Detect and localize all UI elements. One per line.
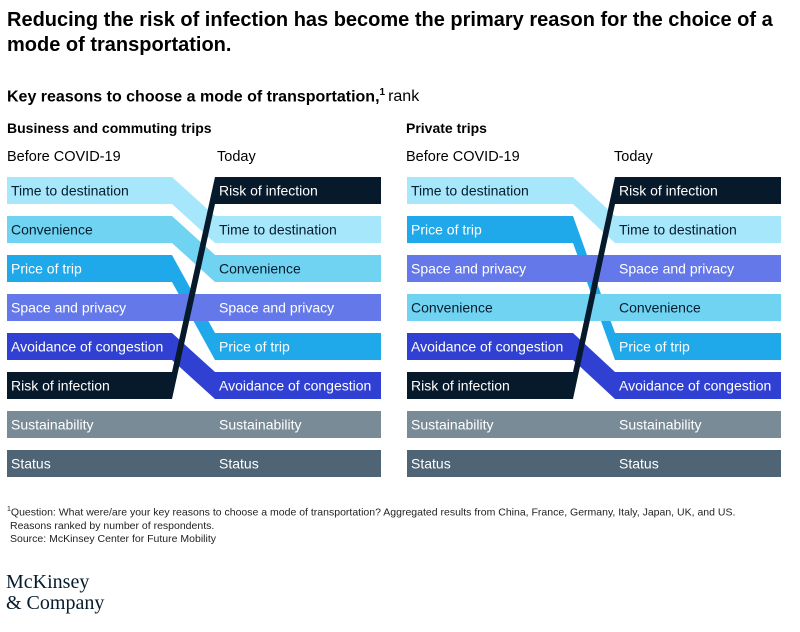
connector-convenience <box>573 294 615 321</box>
before-label-risk-of-infection: Risk of infection <box>11 378 110 394</box>
today-bar-status <box>215 450 381 477</box>
before-bar-status <box>407 450 573 477</box>
before-label-time-to-destination: Time to destination <box>411 183 529 199</box>
footnote: 1Question: What were/are your key reason… <box>7 503 735 546</box>
connector-sustainability <box>172 411 215 438</box>
today-bar-risk-of-infection <box>215 177 381 204</box>
today-label-sustainability: Sustainability <box>619 417 702 433</box>
before-label-risk-of-infection: Risk of infection <box>411 378 510 394</box>
chart-subtitle: Key reasons to choose a mode of transpor… <box>7 87 419 106</box>
before-bar-avoidance-of-congestion <box>407 333 573 360</box>
today-bar-status <box>615 450 781 477</box>
before-label-sustainability: Sustainability <box>11 417 94 433</box>
today-bar-avoidance-of-congestion <box>615 372 781 399</box>
today-bar-sustainability <box>615 411 781 438</box>
before-label-space-and-privacy: Space and privacy <box>11 300 126 316</box>
connector-convenience <box>172 216 215 282</box>
before-label-price-of-trip: Price of trip <box>11 261 82 277</box>
before-bar-risk-of-infection <box>407 372 573 399</box>
panel-private: Time to destination Price of trip Space an… <box>407 177 781 477</box>
before-bar-sustainability <box>407 411 573 438</box>
slope-chart: Time to destination Convenience Price of t… <box>7 177 781 477</box>
today-label-convenience: Convenience <box>619 300 701 316</box>
before-bar-sustainability <box>7 411 172 438</box>
connector-status <box>573 450 615 477</box>
footnote-question: Question: What were/are your key reasons… <box>10 506 736 519</box>
col-label-private-today: Today <box>614 149 653 165</box>
connector-status <box>172 450 215 477</box>
today-bar-price-of-trip <box>615 333 781 360</box>
today-label-price-of-trip: Price of trip <box>619 339 690 355</box>
before-bar-time-to-destination <box>407 177 573 204</box>
subtitle-unit: rank <box>388 88 420 106</box>
before-label-avoidance-of-congestion: Avoidance of congestion <box>11 339 163 355</box>
today-label-avoidance-of-congestion: Avoidance of congestion <box>219 378 371 394</box>
before-label-time-to-destination: Time to destination <box>11 183 129 199</box>
today-label-risk-of-infection: Risk of infection <box>619 183 718 199</box>
before-label-convenience: Convenience <box>411 300 493 316</box>
mckinsey-logo: McKinsey & Company <box>6 572 104 614</box>
subtitle-note-mark: 1 <box>379 87 386 98</box>
before-label-price-of-trip: Price of trip <box>411 222 482 238</box>
today-label-status: Status <box>619 456 659 472</box>
before-label-status: Status <box>11 456 51 472</box>
today-bar-sustainability <box>215 411 381 438</box>
today-bar-risk-of-infection <box>615 177 781 204</box>
today-label-status: Status <box>219 456 259 472</box>
col-label-business-before: Before COVID-19 <box>7 149 121 165</box>
col-label-business-today: Today <box>217 149 256 165</box>
today-bar-convenience <box>215 255 381 282</box>
before-bar-price-of-trip <box>407 216 573 243</box>
today-label-sustainability: Sustainability <box>219 417 302 433</box>
today-bar-avoidance-of-congestion <box>215 372 381 399</box>
before-bar-time-to-destination <box>7 177 172 204</box>
chart-title: Reducing the risk of infection has becom… <box>7 9 773 56</box>
today-label-time-to-destination: Time to destination <box>619 222 737 238</box>
today-bar-convenience <box>615 294 781 321</box>
panel-business: Time to destination Convenience Price of t… <box>7 177 381 477</box>
today-label-risk-of-infection: Risk of infection <box>219 183 318 199</box>
today-label-price-of-trip: Price of trip <box>219 339 290 355</box>
connector-risk-of-infection <box>172 177 215 399</box>
col-label-private-before: Before COVID-19 <box>406 149 520 165</box>
today-label-space-and-privacy: Space and privacy <box>219 300 334 316</box>
connector-space-and-privacy <box>573 255 615 282</box>
before-bar-convenience <box>407 294 573 321</box>
before-bar-risk-of-infection <box>7 372 172 399</box>
subtitle-main: Key reasons to choose a mode of transpor… <box>7 88 380 106</box>
footnote-ranking: Reasons ranked by number of respondents. <box>10 519 215 532</box>
before-bar-space-and-privacy <box>407 255 573 282</box>
connector-sustainability <box>573 411 615 438</box>
panel-title-private: Private trips <box>406 120 487 136</box>
today-bar-space-and-privacy <box>215 294 381 321</box>
connector-space-and-privacy <box>172 294 215 321</box>
today-bar-time-to-destination <box>615 216 781 243</box>
before-bar-avoidance-of-congestion <box>7 333 172 360</box>
logo-line-1: McKinsey <box>6 571 90 593</box>
before-bar-space-and-privacy <box>7 294 172 321</box>
before-label-convenience: Convenience <box>11 222 93 238</box>
today-label-space-and-privacy: Space and privacy <box>619 261 734 277</box>
before-label-avoidance-of-congestion: Avoidance of congestion <box>411 339 563 355</box>
today-label-convenience: Convenience <box>219 261 301 277</box>
before-bar-price-of-trip <box>7 255 172 282</box>
today-label-avoidance-of-congestion: Avoidance of congestion <box>619 378 771 394</box>
today-bar-space-and-privacy <box>615 255 781 282</box>
panel-title-business: Business and commuting trips <box>7 120 212 136</box>
before-label-status: Status <box>411 456 451 472</box>
footnote-source: Source: McKinsey Center for Future Mobil… <box>10 532 216 545</box>
connector-risk-of-infection <box>573 177 615 399</box>
before-label-sustainability: Sustainability <box>411 417 494 433</box>
before-bar-status <box>7 450 172 477</box>
logo-line-2: & Company <box>6 592 105 614</box>
today-bar-price-of-trip <box>215 333 381 360</box>
today-label-time-to-destination: Time to destination <box>219 222 337 238</box>
footnote-mark: 1 <box>7 506 11 513</box>
before-bar-convenience <box>7 216 172 243</box>
before-label-space-and-privacy: Space and privacy <box>411 261 526 277</box>
today-bar-time-to-destination <box>215 216 381 243</box>
